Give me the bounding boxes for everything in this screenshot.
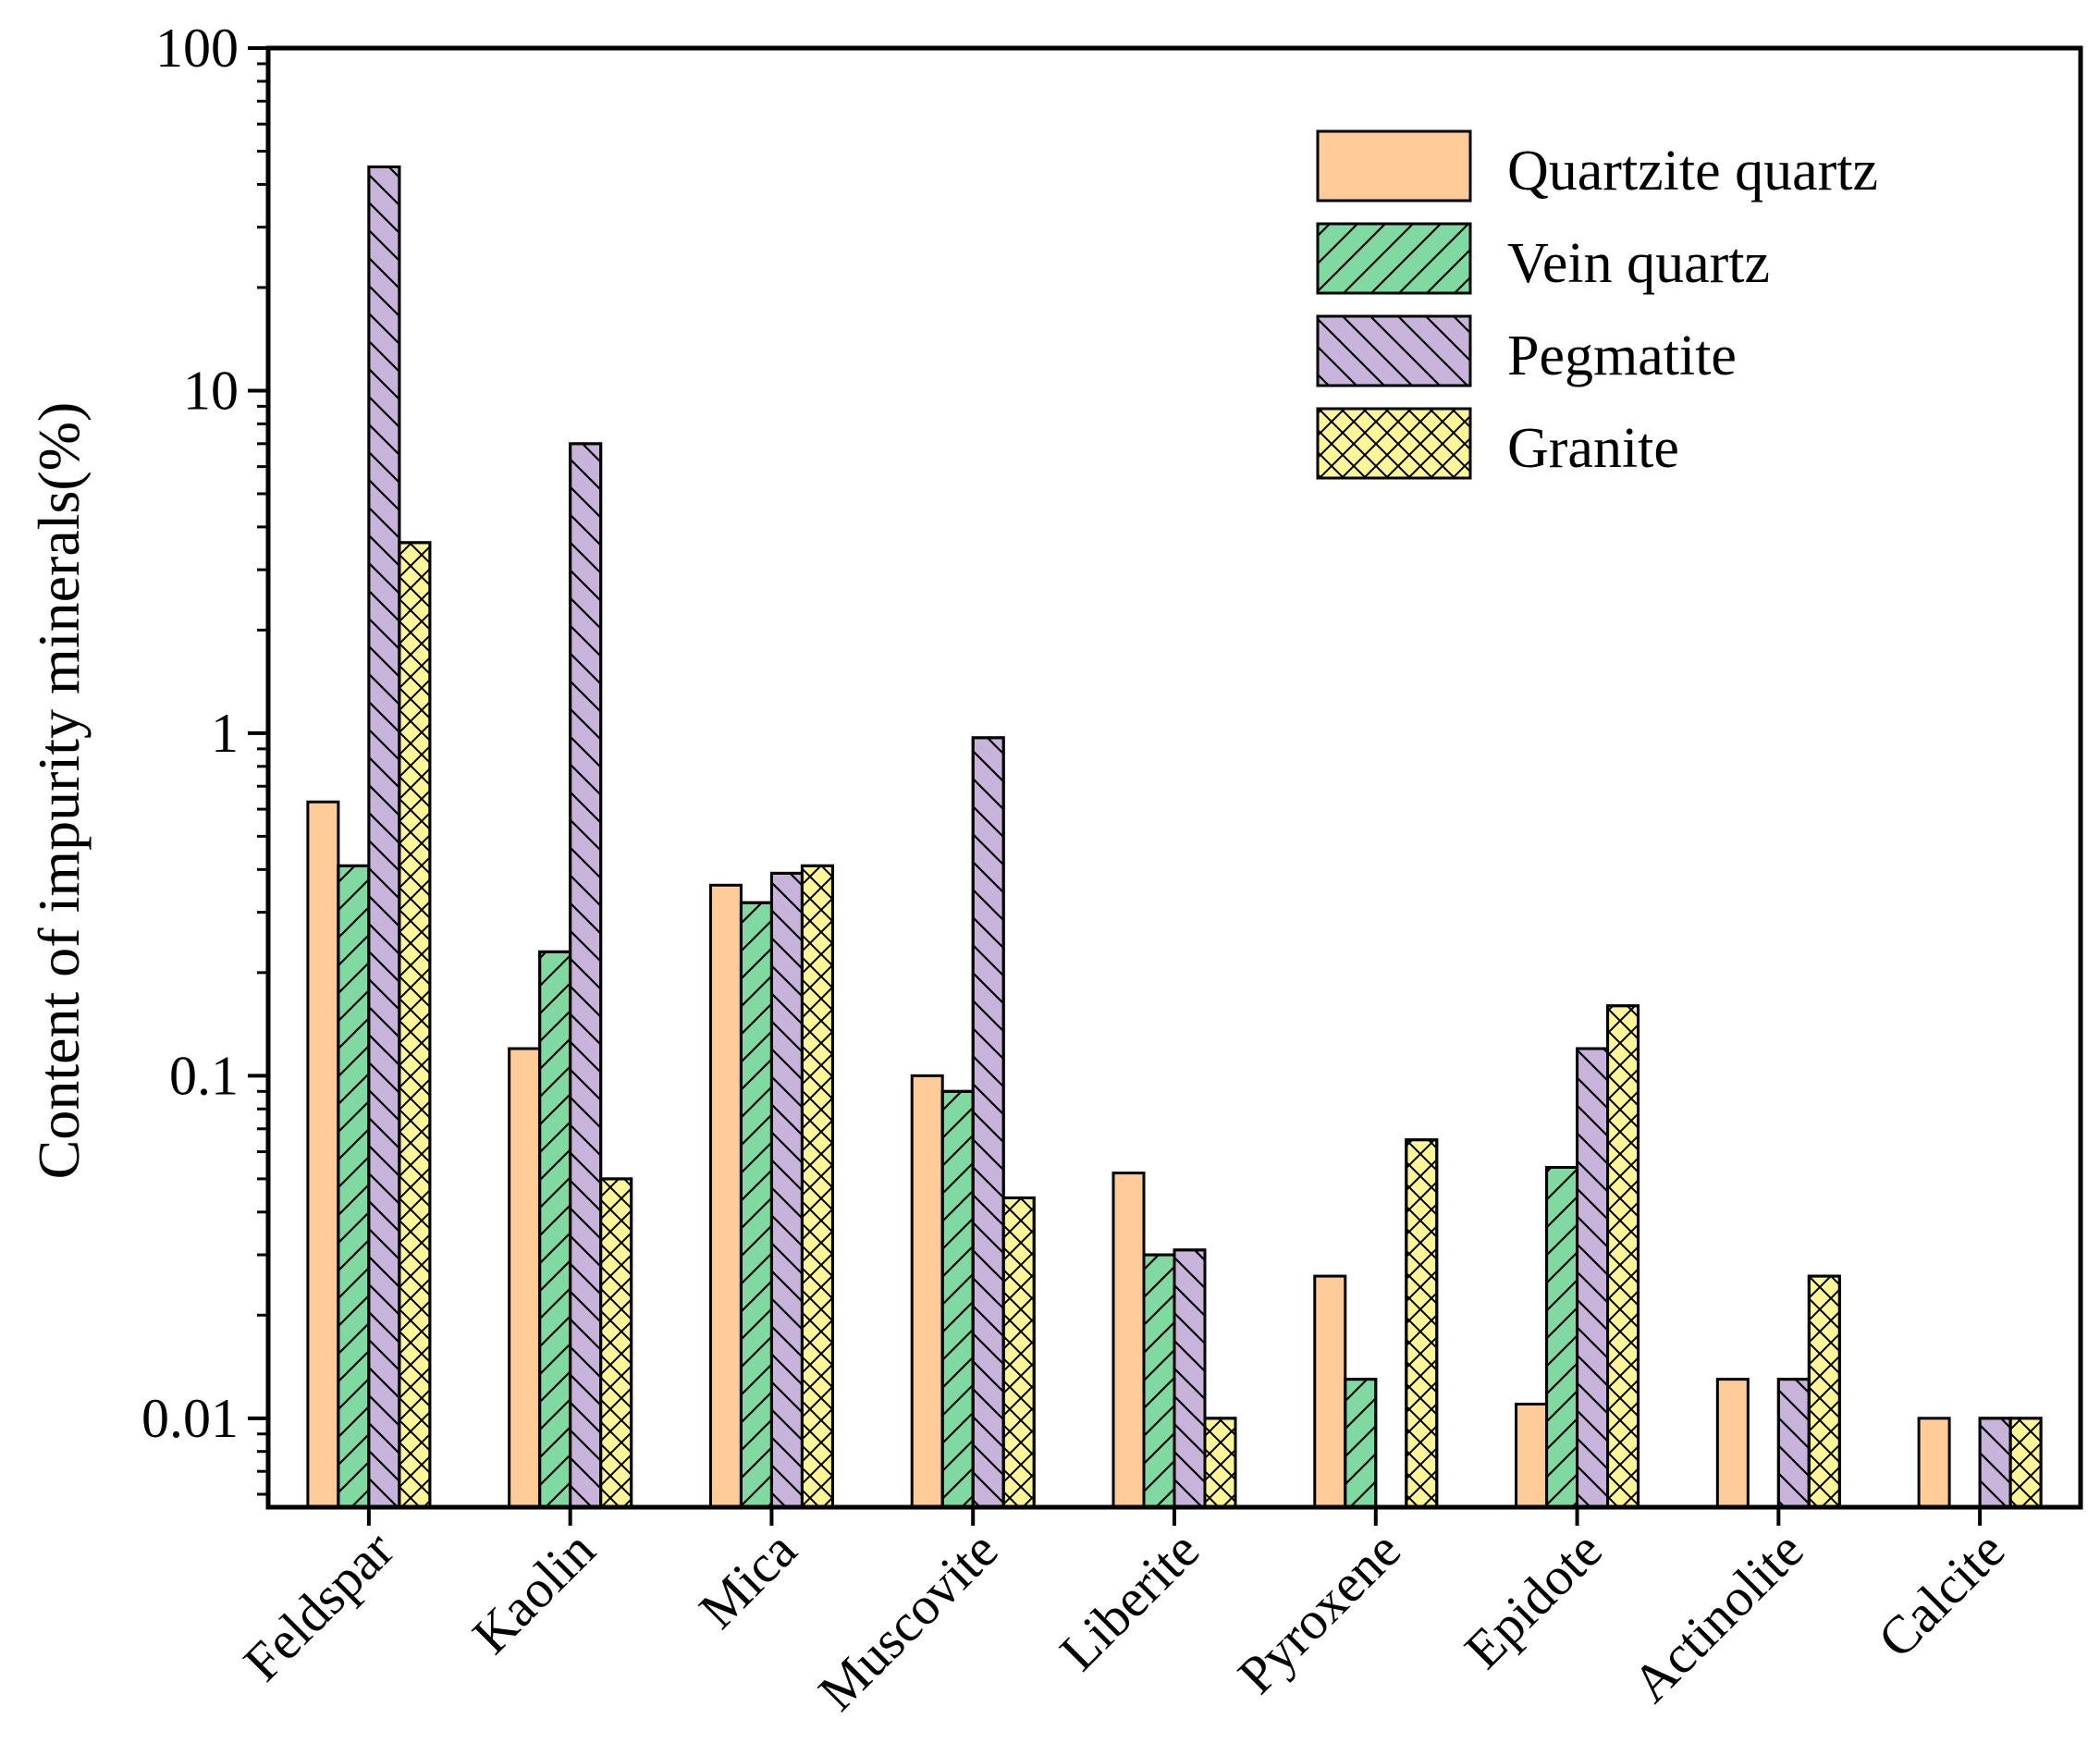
y-axis-label: Content of impurity minerals(%) xyxy=(26,402,92,1180)
bar-pyroxene-quartzite-quartz xyxy=(1313,1274,1347,1509)
y-tick-label: 10 xyxy=(183,360,239,421)
legend-item-pegmatite: Pegmatite xyxy=(1316,314,1737,387)
bar-hatch-actinolite-granite xyxy=(1807,1274,1841,1509)
x-tick-label-liberite: Liberite xyxy=(1048,1519,1210,1682)
bar-liberite-quartzite-quartz xyxy=(1111,1172,1146,1509)
x-tick-label-feldspar: Feldspar xyxy=(232,1519,405,1692)
legend-label-granite: Granite xyxy=(1507,417,1679,480)
bar-hatch-liberite-pegmatite xyxy=(1173,1248,1207,1509)
bar-hatch-muscovite-granite xyxy=(1001,1196,1036,1509)
legend-swatch-quartzite-quartz xyxy=(1316,129,1472,203)
bar-muscovite-quartzite-quartz xyxy=(910,1074,944,1509)
y-axis-ticks: 0.01 0.1 1 10 100 xyxy=(141,18,268,1496)
bar-hatch-liberite-granite xyxy=(1203,1417,1237,1509)
bar-hatch-epidote-pegmatite xyxy=(1576,1047,1610,1509)
bar-hatch-feldspar-vein-quartz xyxy=(337,864,371,1509)
y-tick-label: 0.01 xyxy=(141,1388,239,1449)
bar-hatch-muscovite-pegmatite xyxy=(971,736,1005,1509)
legend-label-pegmatite: Pegmatite xyxy=(1507,325,1737,387)
legend-item-granite: Granite xyxy=(1316,407,1679,480)
legend-item-quartzite-quartz: Quartzite quartz xyxy=(1316,129,1878,203)
bar-hatch-calcite-granite xyxy=(2008,1417,2043,1509)
x-tick-label-muscovite: Muscovite xyxy=(806,1519,1009,1722)
bar-hatch-pyroxene-vein-quartz xyxy=(1344,1378,1378,1509)
bars xyxy=(306,165,2043,1509)
plot-frame xyxy=(265,45,2083,1510)
bar-hatch-feldspar-pegmatite xyxy=(367,165,401,1509)
bar-hatch-kaolin-granite xyxy=(599,1177,633,1509)
legend-swatch-pegmatite-hatch xyxy=(1316,314,1472,387)
legend-label-quartzite-quartz: Quartzite quartz xyxy=(1507,140,1878,203)
bar-hatch-calcite-pegmatite xyxy=(1978,1417,2012,1509)
bar-mica-quartzite-quartz xyxy=(708,883,743,1509)
x-tick-label-actinolite: Actinolite xyxy=(1621,1519,1815,1713)
legend: Quartzite quartz Vein quartz Pegmatite G… xyxy=(1316,129,1878,480)
x-tick-label-epidote: Epidote xyxy=(1453,1519,1614,1680)
y-tick-label: 100 xyxy=(155,18,239,79)
x-tick-label-calcite: Calcite xyxy=(1866,1519,2016,1669)
legend-swatch-vein-quartz-hatch xyxy=(1316,222,1472,295)
x-tick-label-pyroxene: Pyroxene xyxy=(1226,1519,1412,1705)
bar-hatch-muscovite-vein-quartz xyxy=(940,1089,975,1509)
bar-hatch-liberite-vein-quartz xyxy=(1142,1253,1176,1509)
bar-hatch-kaolin-pegmatite xyxy=(569,442,603,1509)
bar-hatch-epidote-granite xyxy=(1606,1004,1640,1509)
bar-hatch-feldspar-granite xyxy=(398,541,432,1509)
bar-hatch-mica-vein-quartz xyxy=(739,901,773,1509)
bar-hatch-epidote-vein-quartz xyxy=(1545,1165,1579,1509)
bar-feldspar-quartzite-quartz xyxy=(306,800,340,1509)
bar-calcite-quartzite-quartz xyxy=(1917,1417,1951,1509)
bar-epidote-quartzite-quartz xyxy=(1515,1402,1549,1509)
bar-hatch-actinolite-pegmatite xyxy=(1776,1378,1811,1509)
x-tick-label-mica: Mica xyxy=(687,1519,807,1639)
bar-hatch-mica-pegmatite xyxy=(769,871,804,1509)
legend-item-vein-quartz: Vein quartz xyxy=(1316,222,1770,295)
bar-hatch-pyroxene-granite xyxy=(1405,1138,1439,1509)
y-tick-label: 1 xyxy=(211,703,239,764)
y-tick-label: 0.1 xyxy=(169,1045,239,1106)
legend-swatch-granite-hatch xyxy=(1316,407,1472,480)
bar-hatch-kaolin-vein-quartz xyxy=(538,950,572,1509)
bar-kaolin-quartzite-quartz xyxy=(508,1047,542,1509)
x-tick-label-kaolin: Kaolin xyxy=(461,1519,607,1665)
legend-label-vein-quartz: Vein quartz xyxy=(1507,232,1770,295)
bar-actinolite-quartzite-quartz xyxy=(1715,1378,1750,1509)
bar-hatch-mica-granite xyxy=(800,864,834,1509)
